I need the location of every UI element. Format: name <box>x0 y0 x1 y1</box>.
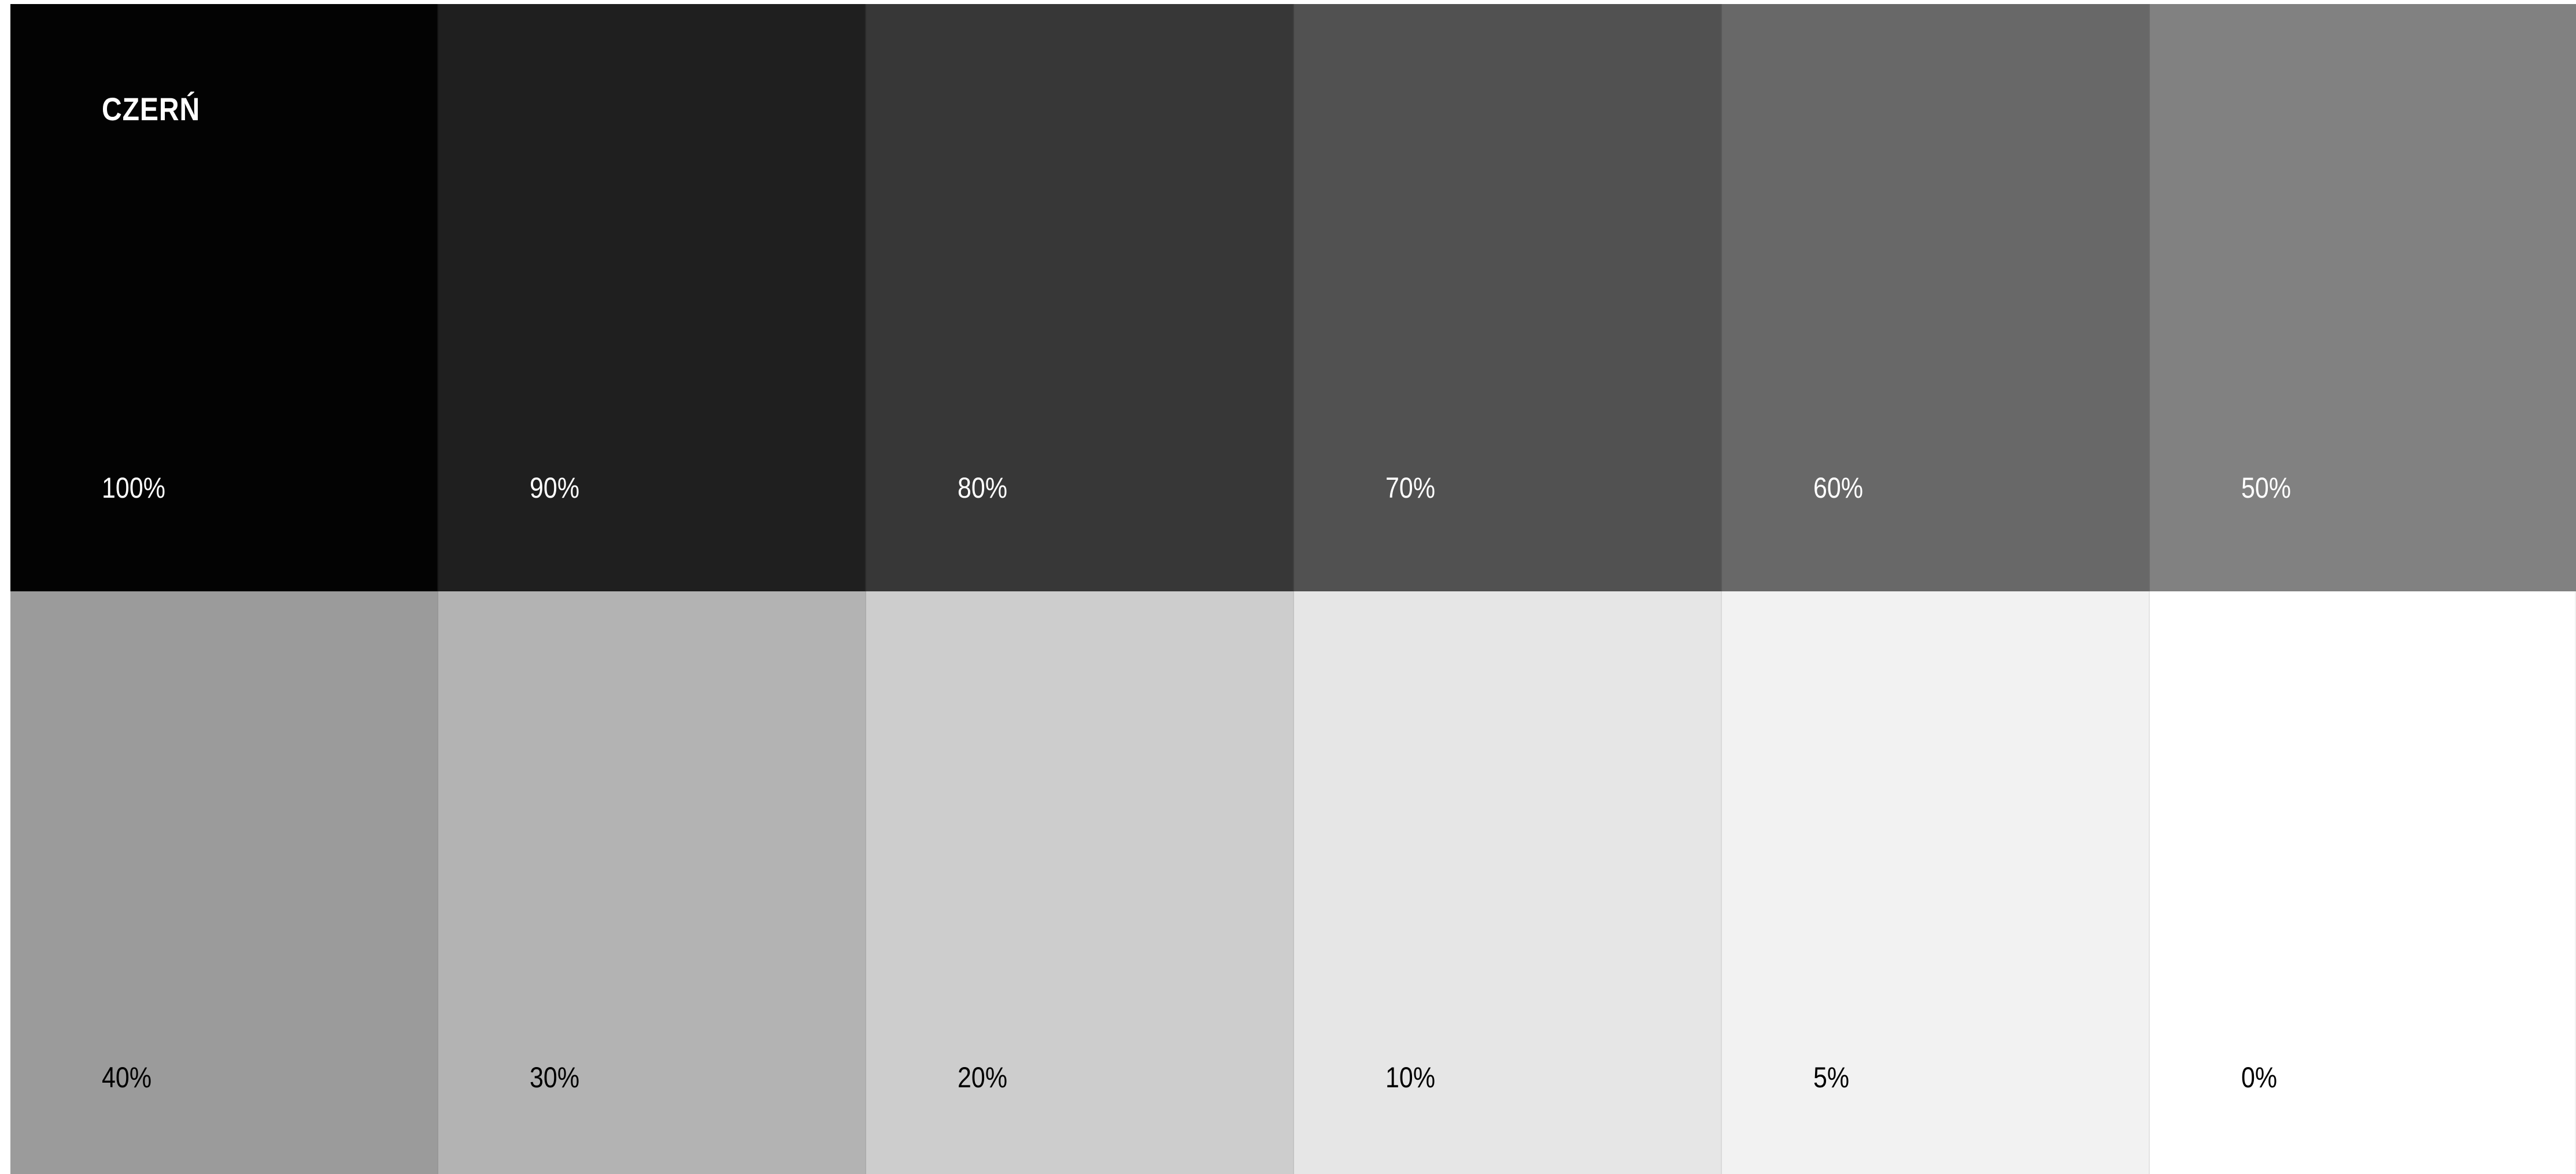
swatch-90: 90% <box>438 4 866 591</box>
swatch-label-40: 40% <box>102 1061 152 1094</box>
swatch-label-80: 80% <box>958 472 1008 504</box>
swatch-label-30: 30% <box>530 1061 580 1094</box>
swatch-label-50: 50% <box>2241 472 2292 504</box>
swatch-label-20: 20% <box>958 1061 1008 1094</box>
swatch-40: 40% <box>10 591 438 1174</box>
swatch-label-10: 10% <box>1385 1061 1436 1094</box>
swatch-label-90: 90% <box>530 472 580 504</box>
swatch-5: 5% <box>1722 591 2150 1174</box>
swatch-80: 80% <box>866 4 1294 591</box>
swatch-20: 20% <box>866 591 1294 1174</box>
swatch-100: CZERŃ 100% <box>10 4 438 591</box>
swatch-label-0: 0% <box>2241 1061 2278 1094</box>
swatch-60: 60% <box>1722 4 2150 591</box>
black-tint-palette: CZERŃ 100% 90% 80% 70% 60% 50% 40% 30% 2… <box>10 4 2576 1174</box>
swatch-label-100: 100% <box>102 472 165 504</box>
swatch-0: 0% <box>2150 591 2576 1174</box>
swatch-label-5: 5% <box>1813 1061 1850 1094</box>
palette-title: CZERŃ <box>102 91 201 127</box>
swatch-label-60: 60% <box>1813 472 1864 504</box>
swatch-50: 50% <box>2150 4 2576 591</box>
swatch-10: 10% <box>1294 591 1722 1174</box>
swatch-30: 30% <box>438 591 866 1174</box>
swatch-70: 70% <box>1294 4 1722 591</box>
swatch-label-70: 70% <box>1385 472 1436 504</box>
